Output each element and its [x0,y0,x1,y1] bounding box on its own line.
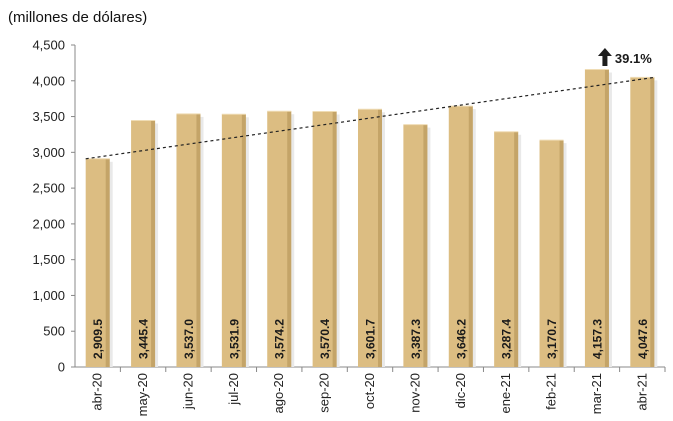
up-arrow-icon [597,48,612,56]
x-tick-label: dic-20 [453,373,468,408]
bar-value-label: 2,909.5 [91,319,105,359]
x-tick-label: ene-21 [498,373,513,413]
y-tick-label: 500 [43,324,65,339]
bar-value-label: 3,570.4 [318,319,332,359]
growth-annotation: 39.1% [597,48,652,66]
bar-side-shade [105,158,110,367]
bar-value-label: 3,537.0 [182,319,196,359]
bar-side-shade [332,111,337,368]
bar-side-shade [287,111,292,368]
x-tick-label: jun-20 [180,373,195,410]
x-tick-label: nov-20 [407,373,422,413]
y-tick-label: 0 [58,360,65,375]
bar-side-shade [423,124,428,367]
bar-value-label: 3,574.2 [273,319,287,359]
bars [85,69,658,368]
y-tick-label: 2,500 [32,181,65,196]
bar-side-shade [241,114,246,367]
bar-value-label: 3,646.2 [454,319,468,359]
bar-side-shade [604,69,609,367]
y-axis: 0 500 1,000 1,500 2,000 2,500 3,000 3,500 4,000 4… [32,38,76,375]
bar-side-shade [151,120,156,367]
bar-value-label: 4,047.6 [636,319,650,359]
x-tick-label: abr-20 [90,373,105,411]
x-axis: abr-20 may-20 jun-20 jul-20 ago-20 sep-20 oct-… [75,366,666,416]
y-tick-label: 3,500 [32,109,65,124]
y-tick-label: 1,500 [32,252,65,267]
x-tick-label: mar-21 [589,373,604,414]
unit-label: (millones de dólares) [8,9,148,26]
up-arrow-shaft [602,55,608,66]
bar-side-shade [559,140,564,367]
bar-value-labels: 2,909.5 3,445.4 3,537.0 3,531.9 3,574.2 3,570… [91,319,650,359]
x-tick-label: ago-20 [271,373,286,413]
y-tick-label: 2,000 [32,216,65,231]
bar-value-label: 3,387.3 [409,319,423,359]
y-tick-label: 4,500 [32,38,65,53]
x-tick-label: abr-21 [634,373,649,411]
x-tick-label: jul-20 [226,373,241,406]
bar-value-label: 3,287.4 [500,319,514,359]
bar-side-shade [468,106,473,368]
bar-value-label: 3,170.7 [545,319,559,359]
y-tick-label: 3,000 [32,145,65,160]
bar-value-label: 4,157.3 [590,319,604,359]
bar-side-shade [196,113,201,368]
growth-percent-label: 39.1% [615,51,652,66]
bar-side-shade [514,131,519,367]
bar-value-label: 3,531.9 [227,319,241,359]
bar-value-label: 3,601.7 [364,319,378,359]
x-tick-label: sep-20 [317,373,332,413]
x-tick-label: feb-21 [544,373,559,410]
y-tick-label: 4,000 [32,73,65,88]
y-tick-label: 1,000 [32,288,65,303]
bar [494,131,519,367]
x-tick-label: may-20 [135,373,150,416]
bar-side-shade [378,109,382,368]
bar-value-label: 3,445.4 [137,319,151,359]
x-tick-label: oct-20 [362,373,377,409]
bar-side-shade [650,77,655,367]
